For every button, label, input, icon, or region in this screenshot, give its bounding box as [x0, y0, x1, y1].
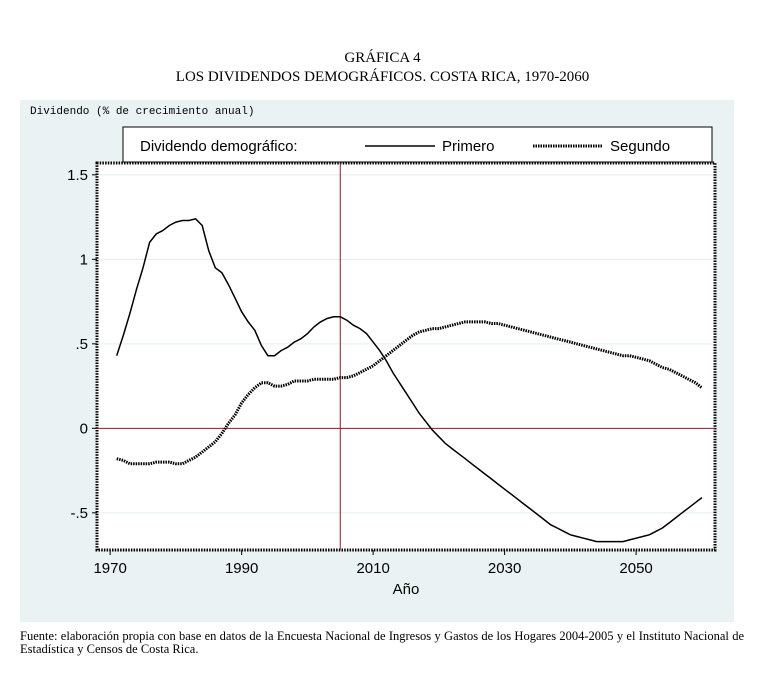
y-tick-label: -.5 — [70, 505, 88, 522]
y-axis-ticks: -.5 0 .5 1 1.5 — [67, 167, 97, 522]
y-tick-label: .5 — [75, 336, 88, 353]
legend-label-segundo: Segundo — [610, 138, 670, 155]
series-line-segundo — [116, 320, 703, 466]
x-axis-title: Año — [393, 581, 420, 598]
source-note: Fuente: elaboración propia con base en d… — [20, 629, 744, 656]
x-tick-label: 2050 — [619, 560, 652, 577]
y-tick-label: 0 — [80, 420, 88, 437]
reference-lines — [97, 163, 715, 550]
series-layer — [115, 217, 703, 543]
legend-box — [122, 126, 713, 163]
y-tick-label: 1 — [80, 251, 88, 268]
y-tick-label: 1.5 — [67, 167, 88, 184]
x-axis-ticks: 1970 1990 2010 2030 2050 — [93, 550, 653, 577]
legend-label-primero: Primero — [442, 138, 495, 155]
y-axis-title: Dividendo (% de crecimiento anual) — [30, 106, 254, 118]
plot-area — [95, 161, 717, 552]
x-tick-label: 1970 — [93, 560, 126, 577]
series-line-primero — [115, 217, 703, 543]
chart-panel: Dividendo (% de crecimiento anual) Divid… — [20, 100, 734, 622]
x-tick-label: 2010 — [356, 560, 389, 577]
chart-svg: Dividendo (% de crecimiento anual) Divid… — [30, 106, 717, 598]
x-tick-label: 2030 — [488, 560, 521, 577]
x-tick-label: 1990 — [225, 560, 258, 577]
legend-title: Dividendo demográfico: — [140, 138, 298, 155]
chart-title-line1: GRÁFICA 4 — [344, 50, 421, 66]
gridlines — [99, 174, 713, 514]
chart-title-line2: LOS DIVIDENDOS DEMOGRÁFICOS. COSTA RICA,… — [175, 69, 590, 85]
